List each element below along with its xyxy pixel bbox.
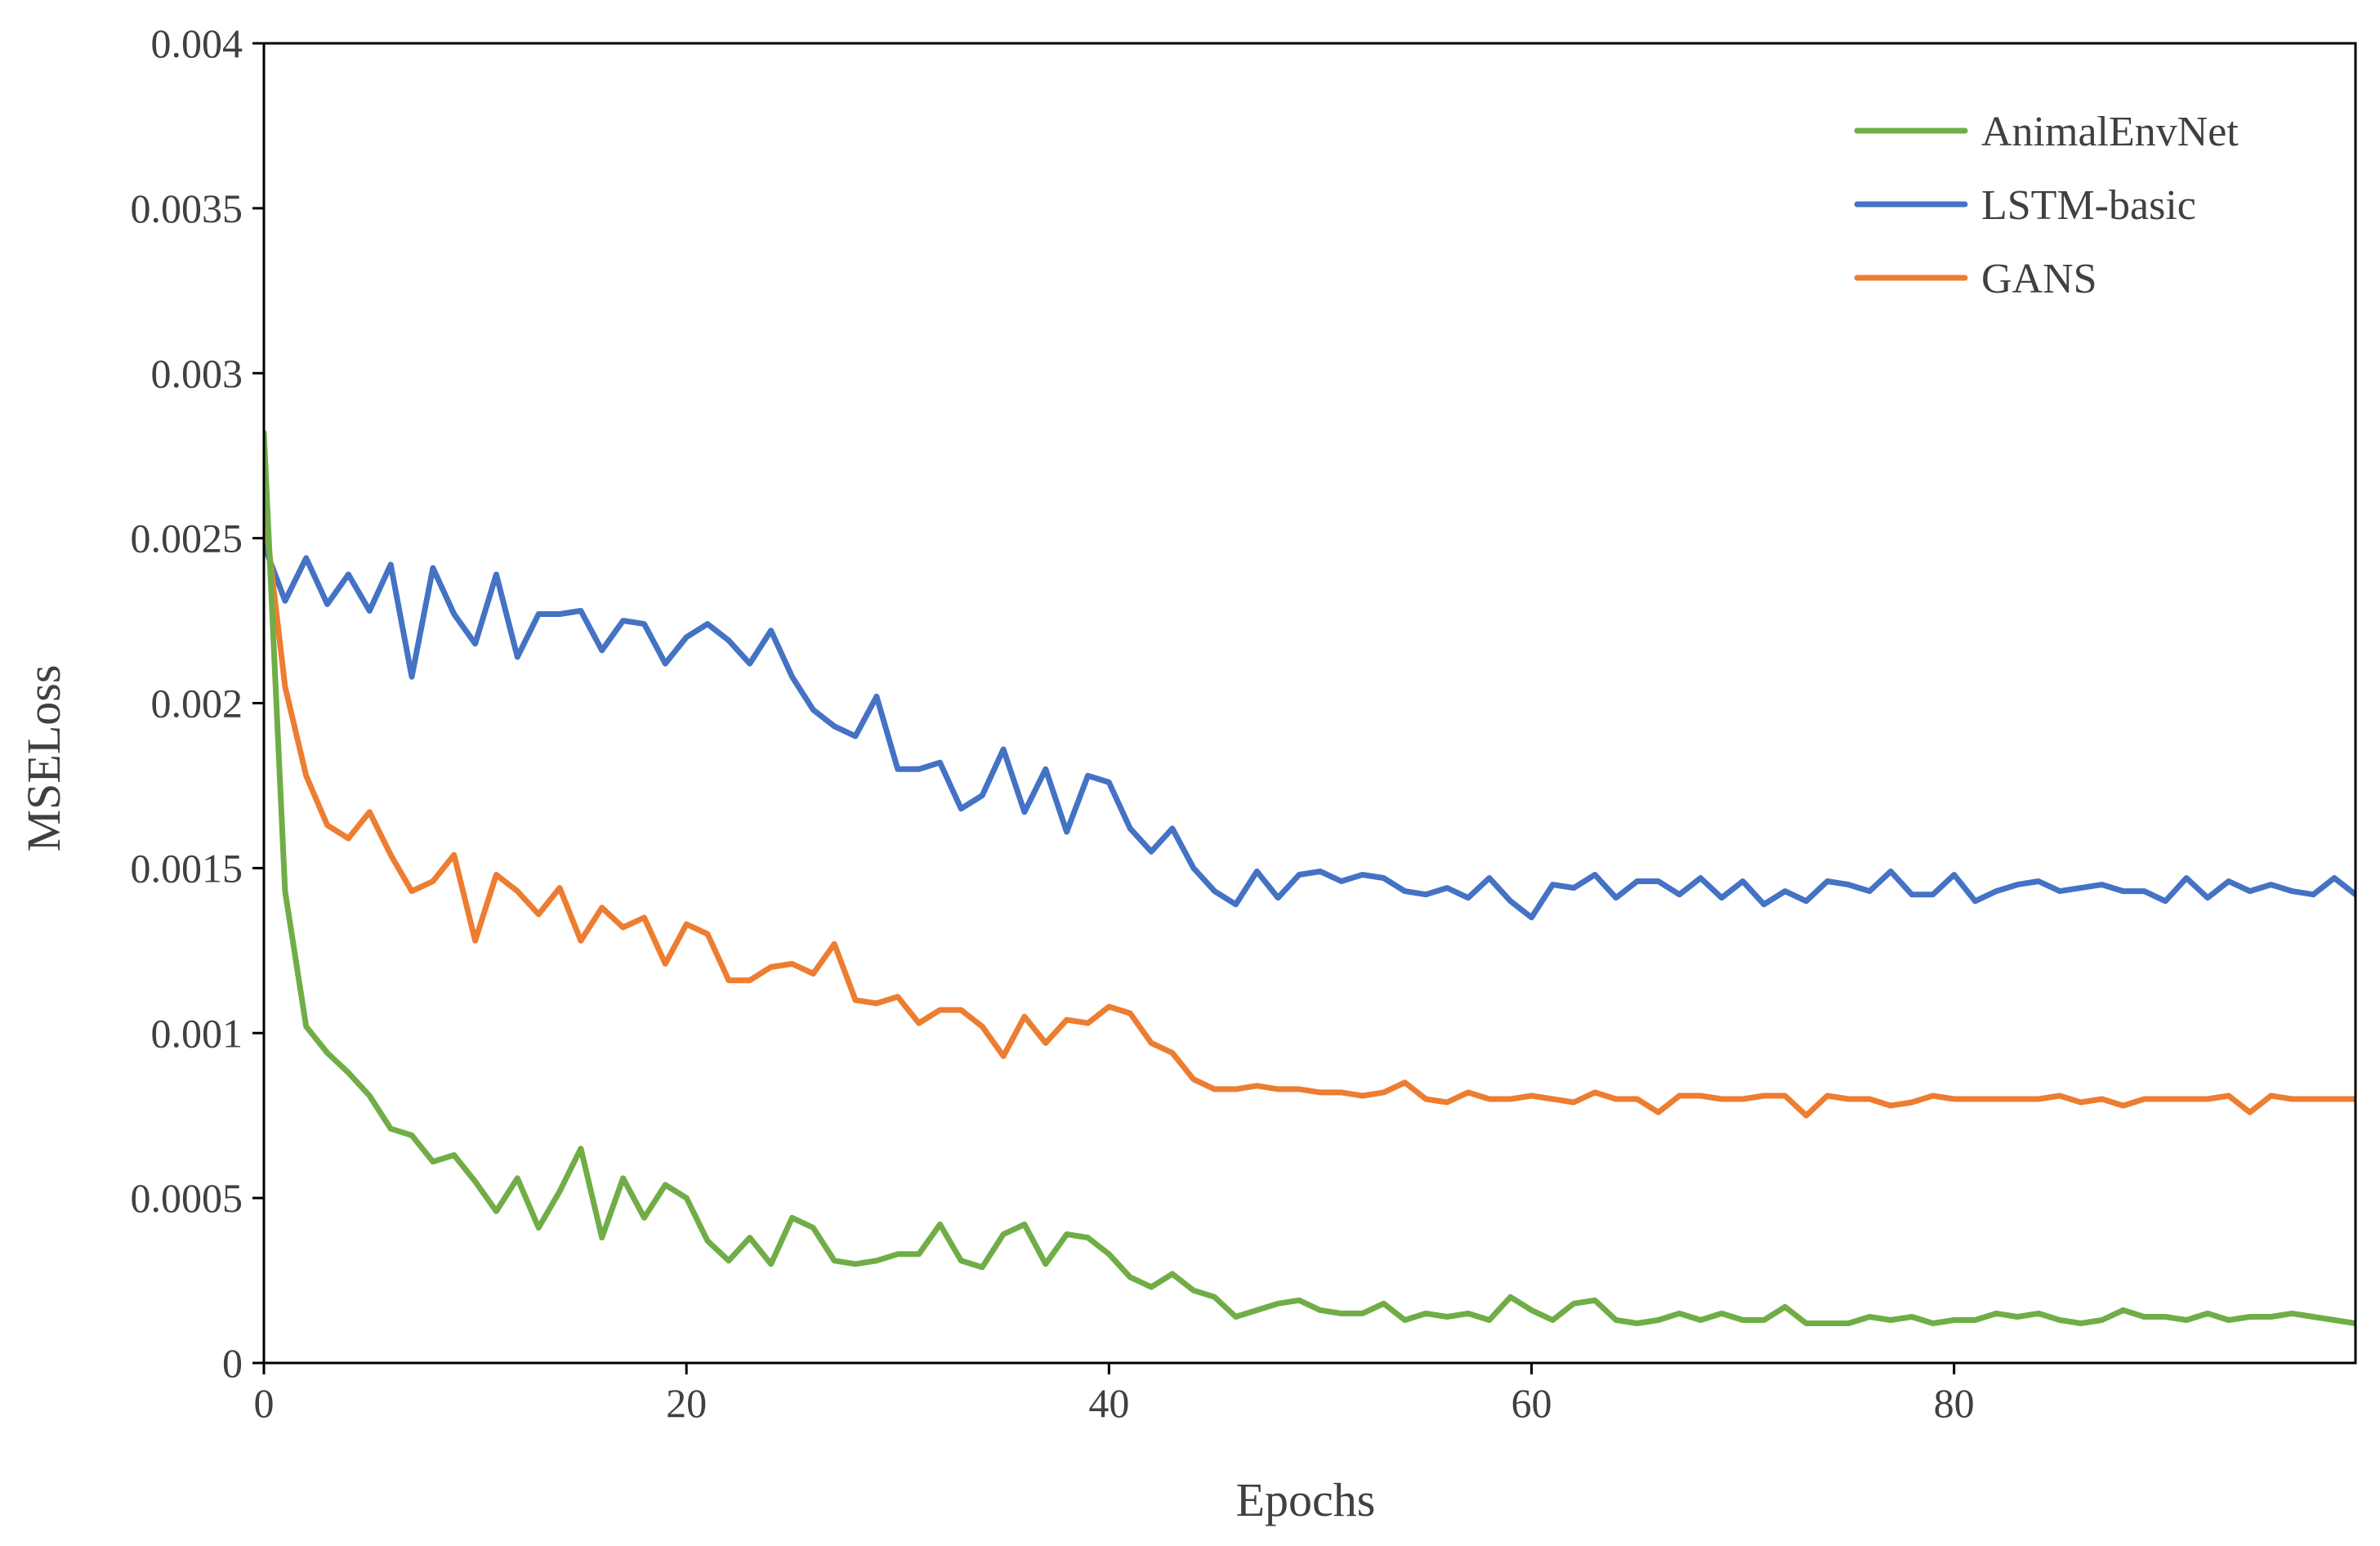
y-tick-label: 0.004 [151, 20, 243, 66]
legend-label: GANS [1981, 256, 2097, 302]
y-tick-label: 0.0005 [131, 1175, 243, 1221]
legend: AnimalEnvNet LSTM-basic GANS [1854, 109, 2239, 302]
plot-border [262, 42, 2357, 1365]
y-tick-label: 0.0015 [131, 845, 243, 891]
series-line-animalenvnet [264, 429, 2355, 1326]
legend-label: LSTM-basic [1981, 182, 2196, 229]
x-tick-label: 80 [1934, 1380, 1975, 1426]
legend-item-animalenvnet: AnimalEnvNet [1854, 109, 2239, 155]
y-tick-label: 0.0025 [131, 516, 243, 561]
series-lines [264, 429, 2355, 1326]
y-tick-label: 0.0035 [131, 185, 243, 231]
ticks: 0 0.0005 0.001 0.0015 0.002 0.0025 0.003 0.0035… [131, 20, 1975, 1426]
x-tick-label: 40 [1088, 1380, 1129, 1426]
y-tick-label: 0 [222, 1340, 243, 1386]
legend-label: AnimalEnvNet [1981, 109, 2239, 155]
y-tick-label: 0.002 [151, 681, 243, 726]
y-axis-title: MSELoss [17, 665, 70, 852]
series-line-lstm-basic [264, 542, 2355, 921]
legend-item-lstm-basic: LSTM-basic [1854, 182, 2196, 229]
plot-frame [262, 42, 2357, 1365]
legend-item-gans: GANS [1854, 256, 2097, 302]
x-axis-title: Epochs [1236, 1473, 1376, 1526]
y-tick-label: 0.001 [151, 1010, 243, 1056]
x-tick-label: 20 [666, 1380, 707, 1426]
y-tick-label: 0.003 [151, 351, 243, 396]
series-line-gans [264, 502, 2355, 1119]
x-tick-label: 0 [254, 1380, 275, 1426]
x-tick-label: 60 [1512, 1380, 1552, 1426]
